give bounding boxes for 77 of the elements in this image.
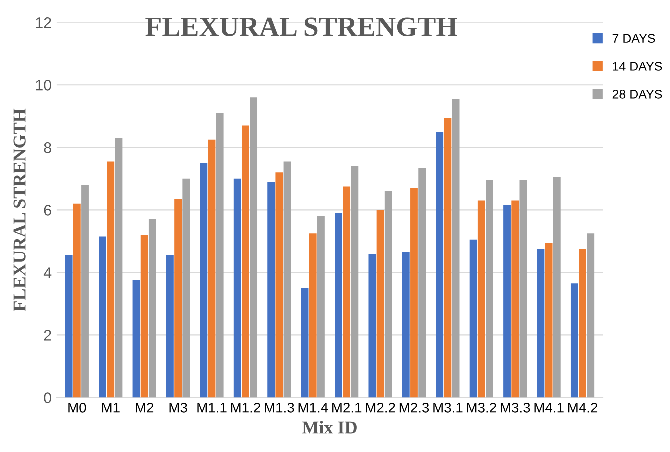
y-tick-label: 10	[36, 80, 52, 91]
x-tick-label: M1.3	[265, 402, 294, 413]
bar	[470, 240, 478, 398]
chart-title: FLEXURAL STRENGTH	[146, 18, 458, 36]
bar	[545, 243, 553, 398]
bar	[148, 220, 156, 398]
bar	[444, 118, 452, 398]
x-tick-label: M2.3	[400, 402, 430, 413]
bar	[276, 172, 284, 398]
bar	[436, 132, 444, 398]
bar	[115, 138, 123, 398]
bar	[512, 200, 520, 398]
bar	[410, 188, 418, 398]
bar	[376, 210, 384, 398]
bar	[200, 163, 208, 398]
bar	[478, 200, 486, 398]
bar	[132, 280, 140, 398]
bar	[268, 182, 276, 398]
bar	[182, 178, 190, 398]
y-axis-title: FLEXURAL STRENGTH	[14, 108, 26, 312]
bar	[343, 186, 351, 398]
bar	[368, 254, 376, 398]
x-tick-label: M4.2	[568, 402, 598, 413]
bar	[486, 180, 494, 398]
bar	[520, 180, 528, 398]
x-tick-label: M0	[68, 402, 86, 413]
bar	[107, 162, 115, 398]
x-axis-title: Mix ID	[302, 421, 357, 434]
bar	[318, 216, 325, 398]
bar	[166, 256, 174, 398]
bar	[335, 213, 342, 398]
x-tick-label: M3.1	[434, 402, 463, 413]
bar	[402, 252, 410, 398]
bar	[99, 236, 106, 398]
y-tick-label: 12	[36, 17, 52, 28]
bar	[351, 166, 359, 398]
bar	[65, 256, 73, 398]
x-tick-label: M3.2	[467, 402, 496, 413]
y-tick-label: 2	[44, 330, 52, 341]
bar	[587, 234, 595, 398]
y-tick-label: 0	[44, 392, 52, 404]
bar	[384, 191, 392, 398]
bar	[418, 168, 426, 398]
bar	[208, 140, 216, 398]
x-tick-label: M2.2	[366, 402, 396, 413]
bar	[174, 199, 182, 398]
bar	[140, 235, 148, 398]
y-tick-label: 8	[44, 142, 52, 154]
bar	[301, 288, 309, 398]
x-tick-label: M1	[102, 403, 120, 413]
bar	[82, 185, 89, 398]
y-tick-label: 4	[44, 268, 52, 278]
legend-label: 28 DAYS	[612, 90, 662, 99]
bar	[537, 249, 545, 398]
bar	[73, 204, 81, 398]
x-tick-label: M4.1	[534, 403, 564, 413]
x-tick-label: M1.2	[231, 402, 260, 413]
bar	[570, 284, 578, 398]
legend-label: 7 DAYS	[612, 34, 656, 44]
y-tick-label: 6	[44, 205, 52, 216]
x-tick-label: M2	[136, 402, 154, 413]
x-tick-label: M3	[170, 402, 188, 413]
legend-label: 14 DAYS	[613, 62, 662, 71]
bar	[504, 205, 511, 398]
x-tick-label: M2.1	[332, 402, 362, 413]
x-tick-label: M3.3	[501, 402, 530, 413]
bar	[452, 99, 460, 398]
x-tick-label: M1.1	[198, 403, 227, 413]
bar	[553, 177, 561, 398]
bar	[284, 162, 292, 398]
bar	[579, 249, 586, 398]
bar	[216, 113, 224, 398]
bar	[242, 126, 250, 398]
bar	[250, 98, 258, 398]
bar	[309, 234, 317, 398]
bar	[234, 178, 242, 398]
x-tick-label: M1.4	[298, 403, 328, 413]
